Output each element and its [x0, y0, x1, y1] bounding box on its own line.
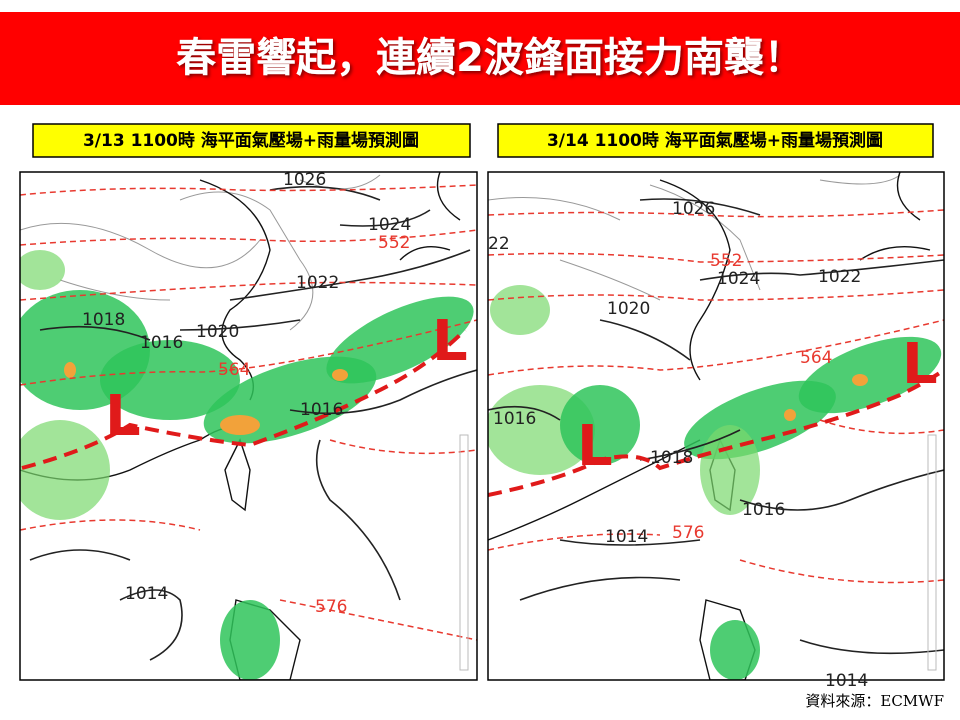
low-marker: L [577, 414, 613, 479]
isobar-label: 1020 [196, 322, 239, 342]
isobar-label: 1024 [717, 269, 760, 289]
low-marker: L [902, 332, 938, 397]
panel-label: 3/14 1100時 海平面氣壓場+雨量場預測圖 [547, 130, 883, 151]
isobar-label: 1016 [742, 500, 785, 520]
isobar-label: 1014 [125, 584, 168, 604]
map [488, 172, 944, 680]
low-marker: L [105, 384, 141, 449]
map-frame [487, 171, 945, 681]
height-label: 552 [378, 233, 410, 253]
isobar-label: 1014 [825, 671, 868, 691]
color-bar [459, 434, 469, 671]
source: 資料來源：ECMWF [805, 692, 944, 710]
panel-label-box [32, 123, 471, 158]
isobar-label: 1018 [650, 448, 693, 468]
panel-label: 3/13 1100時 海平面氣壓場+雨量場預測圖 [83, 130, 419, 151]
isobar-label: 1020 [607, 299, 650, 319]
map [20, 172, 477, 680]
isobar-label: 1022 [296, 273, 339, 293]
isobar-label: 1018 [82, 310, 125, 330]
height-label: 564 [800, 348, 832, 368]
title: 春雷響起，連續2波鋒面接力南襲！ [176, 35, 804, 81]
height-label: 576 [315, 597, 347, 617]
height-label: 576 [672, 523, 704, 543]
isobar-label: 1014 [605, 527, 648, 547]
isobar-label: 1016 [300, 400, 343, 420]
isobar-label: 1026 [672, 199, 715, 219]
height-label: 552 [710, 251, 742, 271]
isobar-label: 1016 [140, 333, 183, 353]
low-marker: L [432, 309, 468, 374]
height-label: 564 [218, 360, 250, 380]
isobar-label: 1016 [493, 409, 536, 429]
isobar-label: 1026 [283, 170, 326, 190]
isobar-label: 22 [488, 234, 510, 254]
color-bar [927, 434, 937, 671]
map-frame [19, 171, 478, 681]
banner [0, 12, 960, 105]
isobar-label: 1024 [368, 215, 411, 235]
panel-label-box [497, 123, 934, 158]
isobar-label: 1022 [818, 267, 861, 287]
